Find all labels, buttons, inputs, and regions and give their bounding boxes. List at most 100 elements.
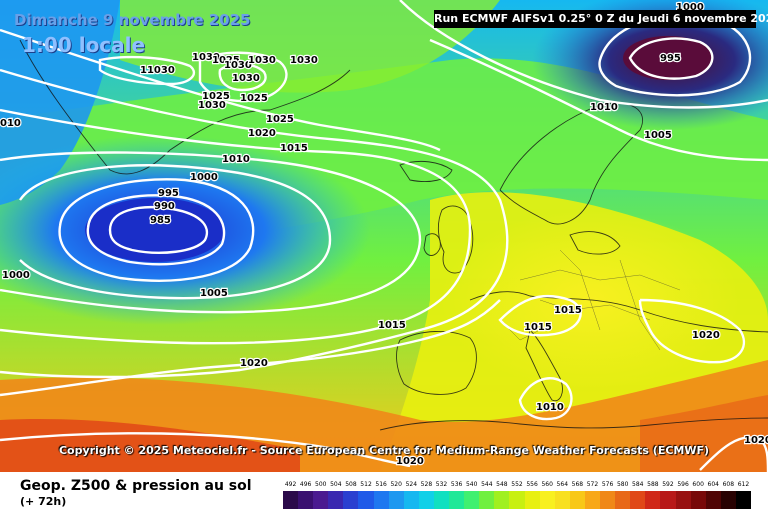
forecast-time-title: 1:00 locale bbox=[22, 33, 146, 57]
isobar-1010-north bbox=[399, 0, 768, 109]
scale-tick-label: 564 bbox=[556, 481, 569, 488]
isobar-995-ne bbox=[628, 37, 714, 80]
ireland-coast bbox=[423, 233, 441, 256]
scale-color-cell bbox=[735, 491, 752, 509]
italy-coast bbox=[525, 329, 563, 402]
scale-color-cell bbox=[615, 491, 631, 509]
isobar-label: 1015 bbox=[280, 143, 308, 154]
isobar-1020 bbox=[0, 28, 441, 152]
scale-color-cell bbox=[690, 491, 707, 509]
scale-tick-label: 596 bbox=[677, 481, 689, 488]
isobar-label: 1000 bbox=[2, 270, 30, 281]
scale-tick-label: 528 bbox=[420, 481, 433, 488]
scale-color-cell bbox=[479, 491, 495, 509]
color-scale: 492 496 500 504 508 512 516 520 524 528 532 536 540 5… bbox=[283, 481, 752, 511]
isobar-label: 1020 bbox=[248, 128, 276, 139]
scale-color-cell bbox=[328, 491, 344, 509]
scale-color-cell bbox=[388, 491, 405, 509]
isobar-label: 1030 bbox=[192, 52, 220, 63]
scale-tick-label: 588 bbox=[647, 481, 659, 488]
isobar-1020-south2 bbox=[0, 432, 411, 468]
scale-tick-label: 592 bbox=[662, 481, 674, 488]
isobar-1010-med bbox=[518, 377, 573, 421]
scale-tick-label: 532 bbox=[435, 481, 448, 488]
isobar-1025-greenland bbox=[198, 51, 288, 103]
isobar-label: 1005 bbox=[644, 130, 672, 141]
isobar-label: 010 bbox=[0, 118, 21, 129]
isobar-label: 1020 bbox=[240, 358, 268, 369]
scale-color-cell bbox=[433, 491, 450, 509]
scale-color-cell bbox=[494, 491, 510, 509]
scale-color-cell bbox=[675, 491, 692, 509]
scale-color-cell bbox=[373, 491, 390, 509]
coastlines bbox=[19, 39, 768, 431]
isobar-label: 1020 bbox=[692, 330, 720, 341]
isobar-label: 11030 bbox=[140, 65, 175, 76]
red-southeast bbox=[640, 395, 768, 472]
scale-tick-label: 520 bbox=[390, 481, 402, 488]
isobar-label: 1000 bbox=[190, 172, 218, 183]
isobar-label: 1015 bbox=[378, 320, 406, 331]
isobar-995 bbox=[58, 178, 255, 282]
forecast-date-title: Dimanche 9 novembre 2025 bbox=[14, 11, 251, 29]
isobar-label: 995 bbox=[158, 188, 179, 199]
scale-tick-label: 604 bbox=[707, 481, 719, 488]
scale-color-cell bbox=[539, 491, 556, 509]
scale-tick-label: 516 bbox=[375, 481, 387, 488]
scale-color-cell bbox=[343, 491, 359, 509]
isobar-1015 bbox=[0, 68, 509, 379]
europe-coast bbox=[469, 291, 768, 333]
isobar-1020-south bbox=[0, 299, 501, 397]
scale-tick-label: 612 bbox=[737, 481, 750, 488]
scale-tick-label: 492 bbox=[284, 481, 297, 488]
scale-color-cell bbox=[554, 491, 571, 509]
isobar-label: 1025 bbox=[240, 93, 268, 104]
isobar-labels: 1030 1025 1030 1030 1030 11030 1030 1025… bbox=[0, 1, 768, 468]
scale-tick-label: 548 bbox=[496, 481, 508, 488]
isobar-label: 990 bbox=[154, 201, 175, 212]
isobar-1030-west bbox=[98, 55, 196, 86]
run-info-box: Run ECMWF AIFSv1 0.25° 0 Z du Jeudi 6 no… bbox=[434, 10, 768, 28]
isobar-label: 985 bbox=[150, 215, 171, 226]
isobar-990 bbox=[86, 194, 226, 266]
scale-color-cell bbox=[403, 491, 420, 509]
scale-color-cell bbox=[358, 491, 375, 509]
scale-tick-label: 504 bbox=[330, 481, 342, 488]
scale-tick-label: 608 bbox=[722, 481, 735, 488]
isobar-label: 1030 bbox=[232, 73, 260, 84]
legend-title: Geop. Z500 & pression au sol bbox=[20, 478, 252, 494]
isobar-label: 1020 bbox=[744, 435, 768, 446]
isobar-label: 995 bbox=[660, 53, 681, 64]
isobar-label: 1030 bbox=[198, 100, 226, 111]
scale-color-cell bbox=[464, 491, 480, 509]
legend-subtitle: (+ 72h) bbox=[20, 495, 67, 508]
scale-color-cell bbox=[524, 491, 541, 509]
isobar-1020-east bbox=[638, 298, 746, 364]
scale-color-cell bbox=[569, 491, 586, 509]
green-north bbox=[120, 0, 500, 93]
scale-color-cell bbox=[283, 491, 299, 509]
scale-tick-label: 580 bbox=[616, 481, 629, 488]
baltic-coast bbox=[569, 231, 621, 255]
scale-tick-label: 508 bbox=[345, 481, 357, 488]
scale-tick-label: 512 bbox=[360, 481, 372, 488]
scale-color-cell bbox=[509, 491, 526, 509]
forecast-map: 1030 1025 1030 1030 1030 11030 1030 1025… bbox=[0, 0, 768, 472]
scale-tick-label: 536 bbox=[450, 481, 463, 488]
isobar-label: 1025 bbox=[212, 55, 240, 66]
scale-color-cell bbox=[298, 491, 314, 509]
isobar-label: 1030 bbox=[224, 60, 252, 71]
scale-color-cell bbox=[600, 491, 616, 509]
isobar-label: 1030 bbox=[248, 55, 276, 66]
isobar-1005 bbox=[0, 151, 422, 314]
isobar-1030-greenland bbox=[218, 63, 267, 92]
scale-color-cell bbox=[584, 491, 601, 509]
isobar-label: 1015 bbox=[554, 305, 582, 316]
isobar-1010 bbox=[0, 108, 472, 345]
red-south bbox=[0, 419, 300, 472]
scale-color-cell bbox=[705, 491, 722, 509]
isobar-label: 1025 bbox=[266, 114, 294, 125]
scale-tick-label: 544 bbox=[481, 481, 493, 488]
isobar-1005-north bbox=[429, 38, 768, 162]
